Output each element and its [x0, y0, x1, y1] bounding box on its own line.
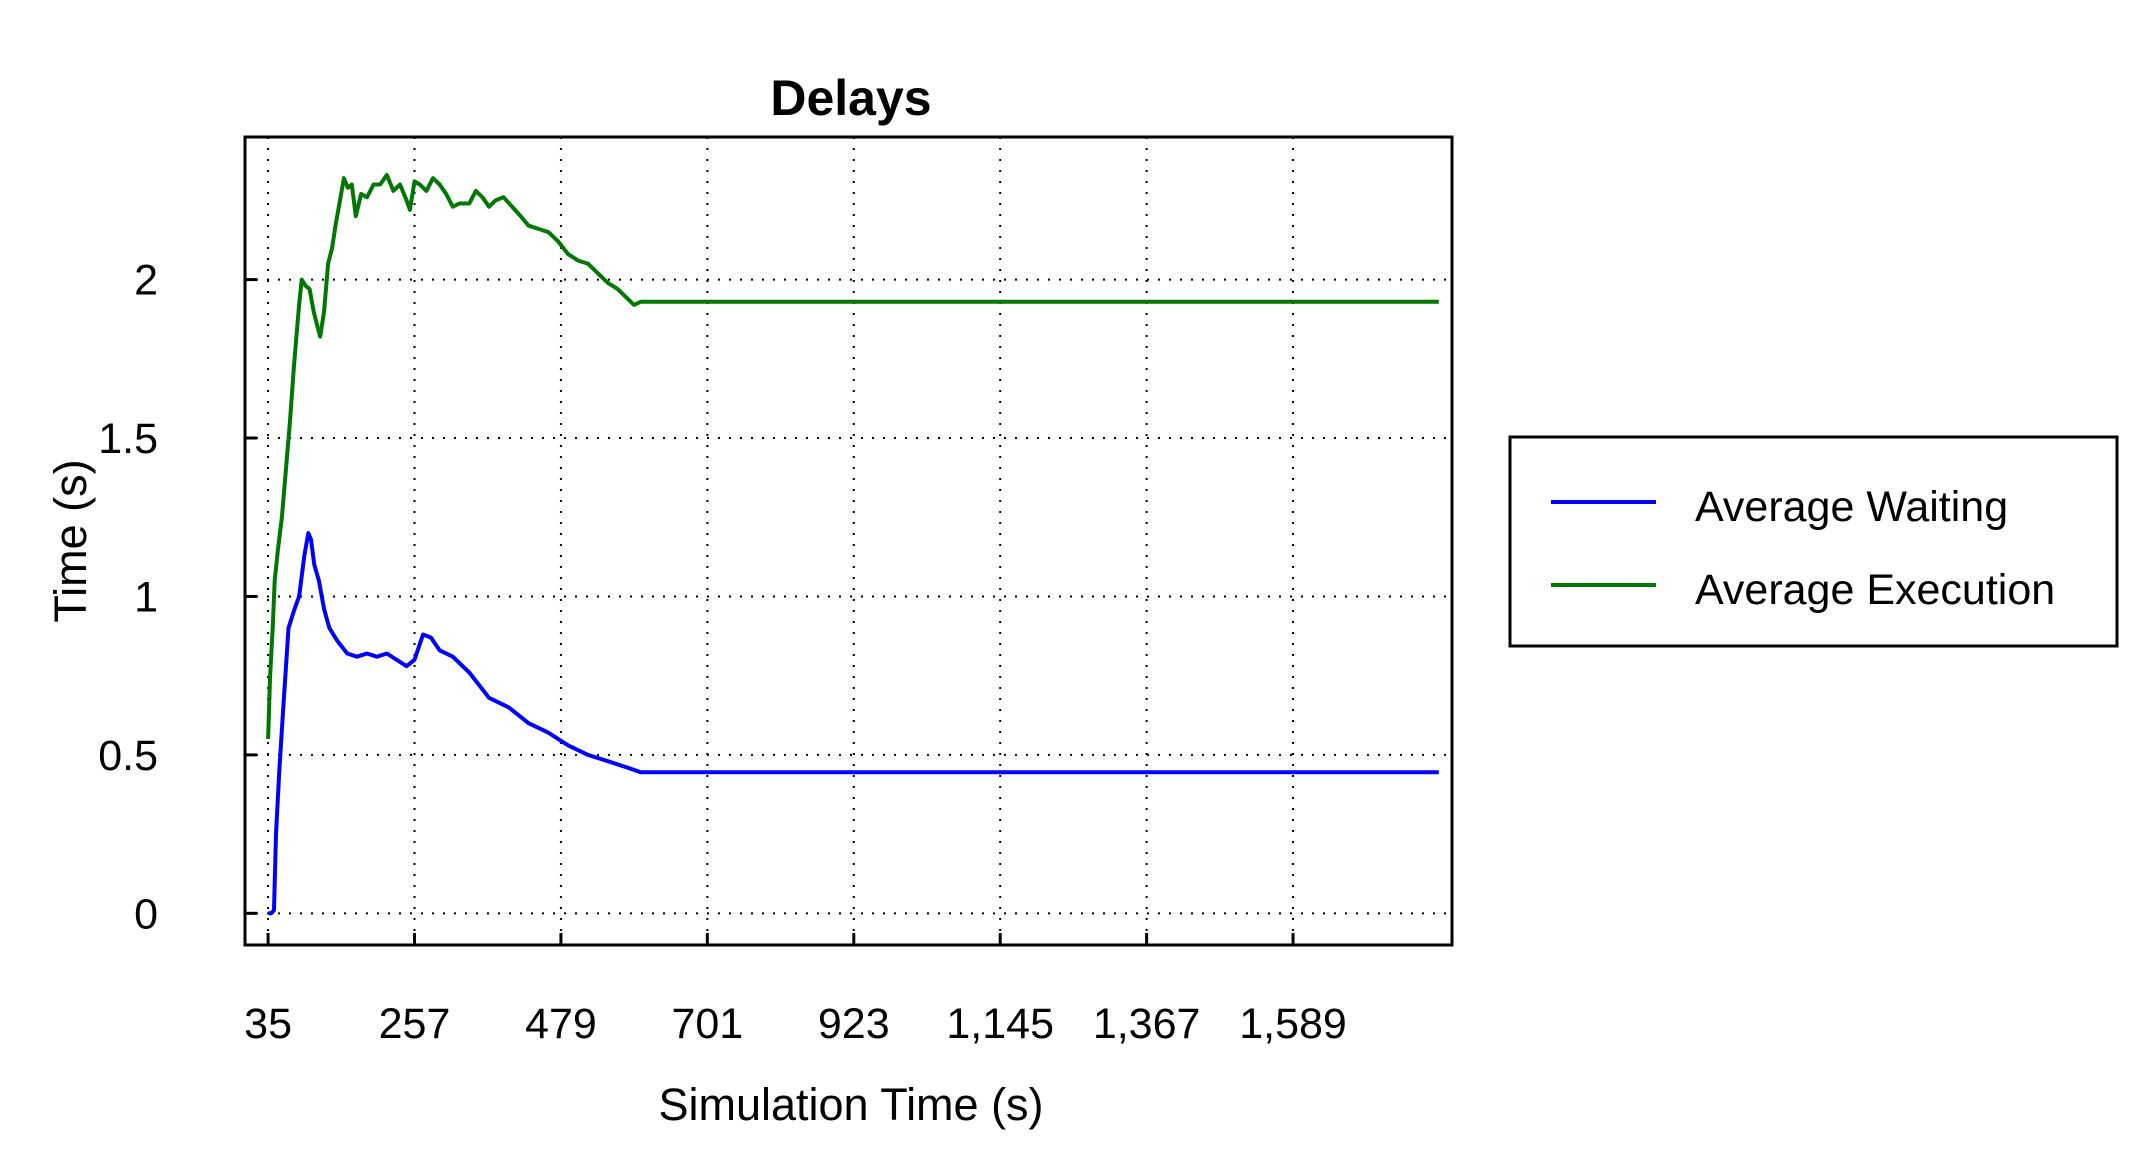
y-tick-label: 2	[134, 257, 158, 305]
x-tick-label: 1,145	[946, 1000, 1054, 1048]
legend: Average Waiting Average Execution	[1508, 435, 2119, 648]
chart-title: Delays	[770, 70, 931, 126]
x-tick-label: 1,589	[1239, 1000, 1347, 1048]
legend-label-average-execution: Average Execution	[1695, 566, 2055, 614]
y-tick-label: 1.5	[98, 415, 158, 463]
x-tick-label: 701	[671, 1000, 743, 1048]
x-tick-label: 35	[244, 1000, 292, 1048]
plot-area-frame	[243, 135, 1454, 947]
y-axis-label: Time (s)	[45, 459, 96, 622]
x-tick-label: 257	[379, 1000, 451, 1048]
y-tick-label: 0.5	[98, 732, 158, 780]
grid-lines	[245, 137, 1452, 945]
series-line-average-execution	[266, 173, 1439, 740]
x-tick-label: 923	[818, 1000, 890, 1048]
series-lines	[266, 173, 1439, 916]
legend-box	[1508, 435, 2119, 648]
x-axis-label: Simulation Time (s)	[658, 1079, 1043, 1130]
legend-label-average-waiting: Average Waiting	[1695, 483, 2008, 531]
x-tick-label: 479	[525, 1000, 597, 1048]
y-tick-label: 0	[134, 890, 158, 938]
y-tick-label: 1	[134, 573, 158, 621]
x-tick-label: 1,367	[1093, 1000, 1201, 1048]
y-axis-ticks: 0 0.5 1 1.5 2	[98, 257, 257, 938]
series-line-average-waiting	[268, 531, 1439, 916]
x-axis-ticks: 35 257 479 701 923 1,145 1,367 1,589	[244, 933, 1347, 1048]
